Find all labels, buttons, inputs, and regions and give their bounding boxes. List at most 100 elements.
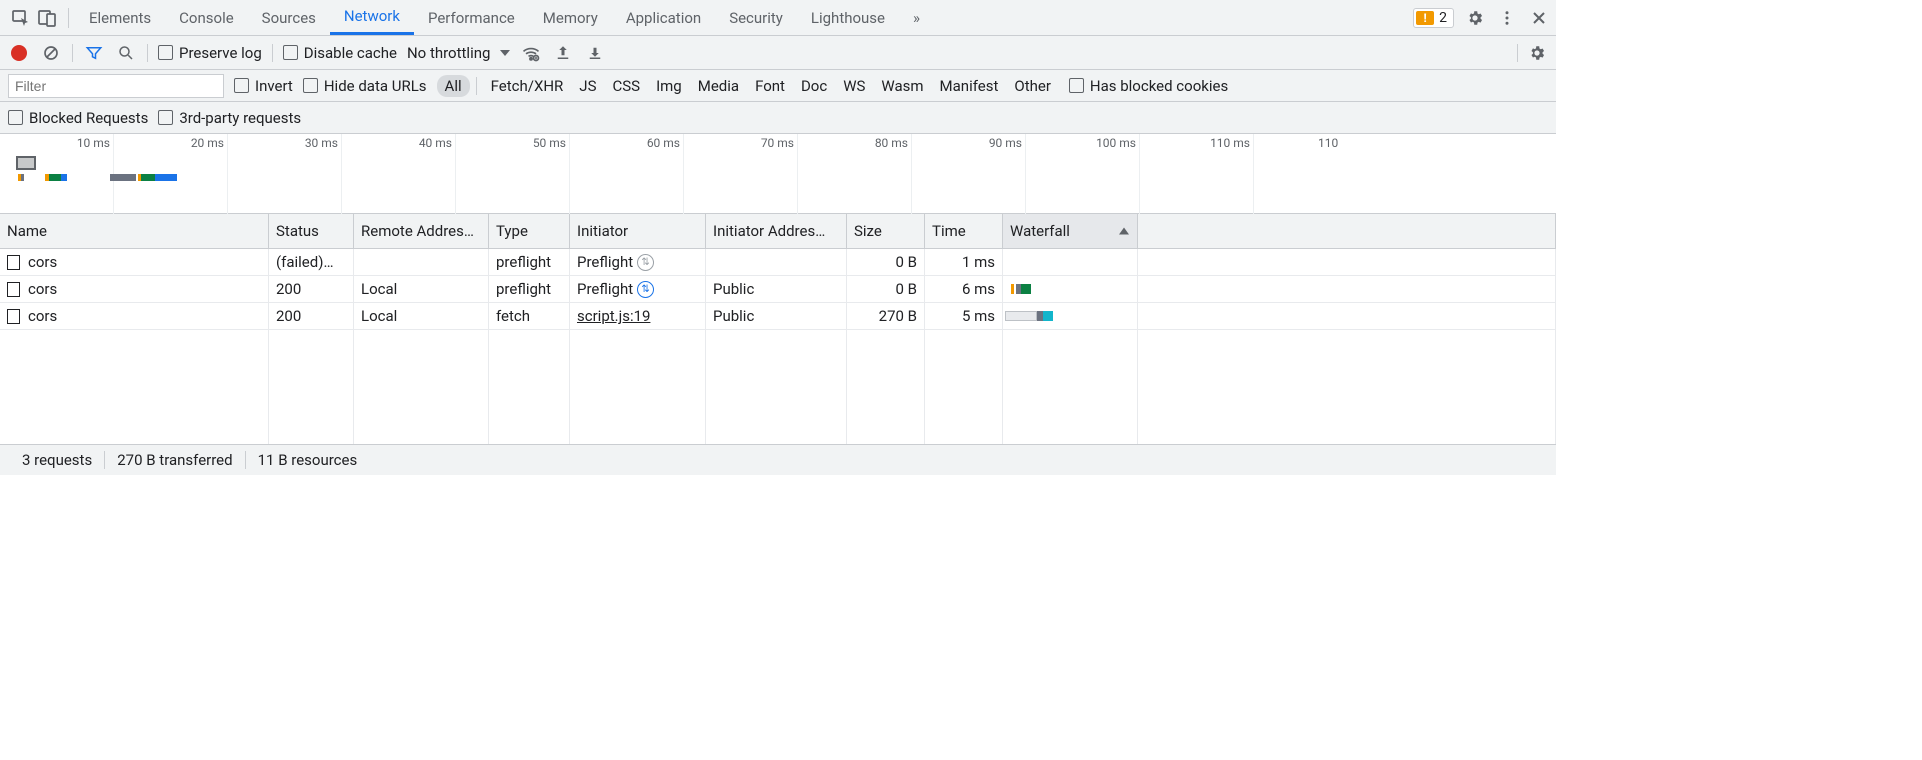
column-header[interactable]: Time: [925, 214, 1003, 249]
request-name: cors: [28, 280, 57, 298]
column-header[interactable]: Type: [489, 214, 570, 249]
divider: [476, 77, 477, 95]
issues-badge[interactable]: ! 2: [1413, 8, 1454, 28]
overview-selection[interactable]: [16, 156, 36, 170]
request-name-cell[interactable]: cors: [0, 249, 269, 276]
invert-label: Invert: [255, 77, 293, 95]
initiator-address-cell: Public: [706, 303, 847, 330]
invert-checkbox[interactable]: Invert: [234, 77, 293, 95]
type-cell: fetch: [489, 303, 570, 330]
filter-icon[interactable]: [83, 42, 105, 64]
overview-tick-label: 110: [1318, 136, 1553, 150]
throttling-select[interactable]: No throttling: [407, 44, 510, 62]
size-cell: 0 B: [847, 276, 925, 303]
empty-cell: [354, 330, 489, 444]
type-css[interactable]: CSS: [604, 75, 648, 97]
disable-cache-checkbox[interactable]: Disable cache: [283, 44, 397, 62]
type-wasm[interactable]: Wasm: [873, 75, 931, 97]
waterfall-pad-cell: [1138, 303, 1556, 330]
tab-lighthouse[interactable]: Lighthouse: [797, 0, 899, 35]
inspect-element-icon[interactable]: [10, 7, 32, 29]
hide-data-urls-checkbox[interactable]: Hide data URLs: [303, 77, 427, 95]
tabs-overflow[interactable]: »: [899, 0, 934, 35]
overview-bar: [141, 174, 155, 181]
time-cell: 1 ms: [925, 249, 1003, 276]
column-header[interactable]: Name: [0, 214, 269, 249]
empty-cell: [0, 330, 269, 444]
type-all[interactable]: All: [437, 75, 470, 97]
upload-har-icon[interactable]: [552, 42, 574, 64]
initiator-text: Preflight: [577, 253, 633, 271]
network-settings-icon[interactable]: [1526, 42, 1548, 64]
waterfall-segment: [1021, 284, 1031, 294]
type-fetch-xhr[interactable]: Fetch/XHR: [483, 75, 572, 97]
type-font[interactable]: Font: [747, 75, 793, 97]
blocked-requests-checkbox[interactable]: Blocked Requests: [8, 109, 148, 127]
status-requests: 3 requests: [10, 451, 104, 469]
disable-cache-label: Disable cache: [304, 44, 397, 62]
remote-address-cell: [354, 249, 489, 276]
column-header[interactable]: [1138, 214, 1556, 249]
status-cell: 200: [269, 276, 354, 303]
request-name-cell[interactable]: cors: [0, 303, 269, 330]
column-header[interactable]: Initiator Addres…: [706, 214, 847, 249]
tab-sources[interactable]: Sources: [248, 0, 330, 35]
search-icon[interactable]: [115, 42, 137, 64]
network-conditions-icon[interactable]: [520, 42, 542, 64]
initiator-cell[interactable]: Preflight⇅: [570, 249, 706, 276]
type-img[interactable]: Img: [648, 75, 690, 97]
tab-network[interactable]: Network: [330, 0, 414, 35]
column-header[interactable]: Status: [269, 214, 354, 249]
type-media[interactable]: Media: [690, 75, 747, 97]
type-doc[interactable]: Doc: [793, 75, 835, 97]
type-other[interactable]: Other: [1006, 75, 1059, 97]
type-cell: preflight: [489, 276, 570, 303]
empty-cell: [570, 330, 706, 444]
kebab-menu-icon[interactable]: [1496, 7, 1518, 29]
close-devtools-icon[interactable]: [1528, 7, 1550, 29]
requests-table: NameStatusRemote Addres…TypeInitiatorIni…: [0, 214, 1556, 445]
request-name-cell[interactable]: cors: [0, 276, 269, 303]
time-cell: 5 ms: [925, 303, 1003, 330]
initiator-cell[interactable]: Preflight⇅: [570, 276, 706, 303]
record-button[interactable]: [8, 42, 30, 64]
request-name: cors: [28, 307, 57, 325]
type-ws[interactable]: WS: [835, 75, 873, 97]
overview-bar: [155, 174, 177, 181]
overview-bar: [110, 174, 136, 181]
blocked-requests-label: Blocked Requests: [29, 109, 148, 127]
empty-cell: [489, 330, 570, 444]
waterfall-cell: [1003, 249, 1138, 276]
tab-elements[interactable]: Elements: [75, 0, 165, 35]
column-header[interactable]: Waterfall: [1003, 214, 1138, 249]
clear-button[interactable]: [40, 42, 62, 64]
filter-input[interactable]: [8, 74, 224, 98]
column-header[interactable]: Size: [847, 214, 925, 249]
device-toolbar-icon[interactable]: [36, 7, 58, 29]
network-overview[interactable]: 10 ms20 ms30 ms40 ms50 ms60 ms70 ms80 ms…: [0, 134, 1556, 214]
initiator-cell[interactable]: script.js:19: [570, 303, 706, 330]
column-header[interactable]: Remote Addres…: [354, 214, 489, 249]
divider: [68, 8, 69, 28]
download-har-icon[interactable]: [584, 42, 606, 64]
type-js[interactable]: JS: [571, 75, 604, 97]
settings-icon[interactable]: [1464, 7, 1486, 29]
has-blocked-cookies-label: Has blocked cookies: [1090, 77, 1228, 95]
size-cell: 270 B: [847, 303, 925, 330]
tab-console[interactable]: Console: [165, 0, 248, 35]
tab-security[interactable]: Security: [715, 0, 797, 35]
empty-cell: [847, 330, 925, 444]
tab-application[interactable]: Application: [612, 0, 715, 35]
third-party-checkbox[interactable]: 3rd-party requests: [158, 109, 301, 127]
tab-memory[interactable]: Memory: [529, 0, 612, 35]
divider: [147, 44, 148, 62]
type-manifest[interactable]: Manifest: [932, 75, 1007, 97]
has-blocked-cookies-checkbox[interactable]: Has blocked cookies: [1069, 77, 1228, 95]
divider: [272, 44, 273, 62]
empty-cell: [269, 330, 354, 444]
preserve-log-checkbox[interactable]: Preserve log: [158, 44, 262, 62]
column-header[interactable]: Initiator: [570, 214, 706, 249]
tab-performance[interactable]: Performance: [414, 0, 529, 35]
waterfall-pad-cell: [1138, 249, 1556, 276]
time-cell: 6 ms: [925, 276, 1003, 303]
